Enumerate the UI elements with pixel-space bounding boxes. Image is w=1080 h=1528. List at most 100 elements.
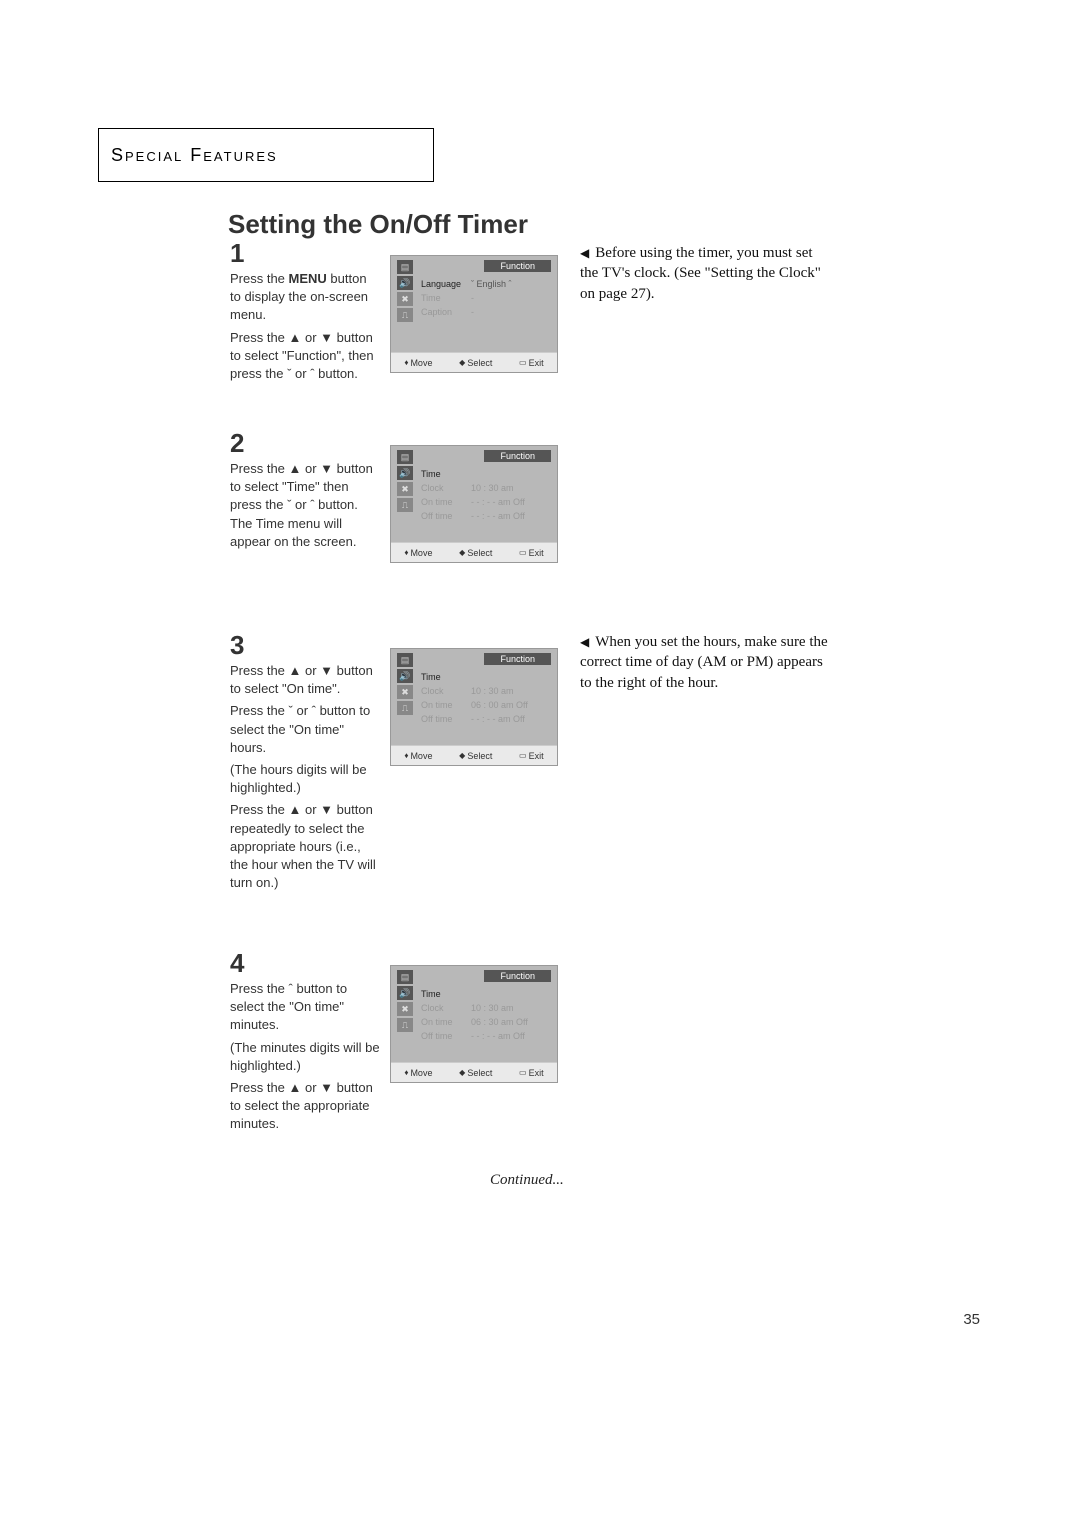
- tv-row-label: Time: [421, 469, 471, 479]
- step-text: Press the ▲ or ▼ button to select "Funct…: [230, 329, 380, 384]
- step-text: Press the ˇ or ˆ button to select the "O…: [230, 702, 380, 757]
- tv-menu-row: Off time- - : - - am Off: [421, 510, 551, 522]
- tv-row-value: 06 : 00 am Off: [471, 700, 551, 710]
- tv-icon: 🔊: [397, 986, 413, 1000]
- tv-icon: 🔊: [397, 276, 413, 290]
- tv-row-value: - - : - - am Off: [471, 511, 551, 521]
- tv-icon: ✖: [397, 482, 413, 496]
- step-text: (The hours digits will be highlighted.): [230, 761, 380, 797]
- tv-icon: ⎍: [397, 498, 413, 512]
- footer-select: ◆ Select: [459, 751, 492, 761]
- page-title: Setting the On/Off Timer: [228, 209, 528, 240]
- tv-row-value: 10 : 30 am: [471, 483, 551, 493]
- tv-menu-row: Clock10 : 30 am: [421, 482, 551, 494]
- tv-row-label: On time: [421, 700, 471, 710]
- step-text: (The minutes digits will be highlighted.…: [230, 1039, 380, 1075]
- step-number: 2: [230, 430, 380, 456]
- page-number: 35: [963, 1311, 980, 1328]
- footer-select: ◆ Select: [459, 1068, 492, 1078]
- tv-icon: ▤: [397, 450, 413, 464]
- tv-row-value: ˇ English ˆ: [471, 279, 551, 289]
- tv-row-value: -: [471, 307, 551, 317]
- tv-row-label: Off time: [421, 511, 471, 521]
- tv-menu-row: Caption-: [421, 306, 551, 318]
- tv-menu-row: Off time- - : - - am Off: [421, 1030, 551, 1042]
- tv-icon-column: ▤ 🔊 ✖ ⎍: [397, 450, 413, 514]
- footer-move: ♦ Move: [404, 1068, 432, 1078]
- footer-select: ◆ Select: [459, 358, 492, 368]
- tv-footer: ♦ Move◆ Select▭ Exit: [391, 542, 557, 562]
- tv-screen: Function▤🔊✖⎍TimeClock10 : 30 amOn time- …: [390, 445, 558, 563]
- tv-icon: 🔊: [397, 669, 413, 683]
- tv-footer: ♦ Move ◆ Select ▭ Exit: [391, 1062, 557, 1082]
- tv-row-value: - - : - - am Off: [471, 714, 551, 724]
- step-text: Press the ▲ or ▼ button to select "Time"…: [230, 460, 380, 551]
- continued-label: Continued...: [490, 1172, 564, 1189]
- tv-icon: ⎍: [397, 701, 413, 715]
- tv-screen: Function▤🔊✖⎍TimeClock10 : 30 amOn time06…: [390, 965, 558, 1083]
- step-text: Press the ▲ or ▼ button to select "On ti…: [230, 662, 380, 698]
- tv-icon-column: ▤🔊✖⎍: [397, 653, 413, 717]
- side-note: Before using the timer, you must set the…: [580, 243, 830, 304]
- tv-row-label: Off time: [421, 714, 471, 724]
- step-number: 4: [230, 950, 380, 976]
- tv-icon: ▤: [397, 260, 413, 274]
- tv-icon: ⎍: [397, 1018, 413, 1032]
- tv-menu-row: On time06 : 00 am Off: [421, 699, 551, 711]
- tv-footer: ♦ Move◆ Select▭ Exit: [391, 352, 557, 372]
- tv-screen: Function▤🔊✖⎍Languageˇ English ˆTime-Capt…: [390, 255, 558, 373]
- step-block: 4 Press the ˆ button to select the "On ti…: [230, 950, 380, 1134]
- tv-row-value: 10 : 30 am: [471, 1003, 551, 1013]
- tv-icon-column: ▤ 🔊 ✖ ⎍: [397, 260, 413, 324]
- tv-row-value: - - : - - am Off: [471, 497, 551, 507]
- footer-move: ♦ Move: [404, 751, 432, 761]
- step-text: Press the MENU button to display the on-…: [230, 270, 380, 325]
- tv-tab-label: Function: [484, 970, 551, 982]
- section-header-box: Special Features: [98, 128, 434, 182]
- tv-row-label: Clock: [421, 1003, 471, 1013]
- tv-row-label: On time: [421, 497, 471, 507]
- tv-tab-label: Function: [484, 260, 551, 272]
- tv-row-label: Caption: [421, 307, 471, 317]
- step-text: Press the ˆ button to select the "On tim…: [230, 980, 380, 1035]
- tv-row-label: On time: [421, 1017, 471, 1027]
- tv-row-value: - - : - - am Off: [471, 1031, 551, 1041]
- tv-menu-row: Time: [421, 468, 551, 480]
- tv-icon: 🔊: [397, 466, 413, 480]
- tv-menu-row: Off time- - : - - am Off: [421, 713, 551, 725]
- step-number: 1: [230, 240, 380, 266]
- tv-footer: ♦ Move ◆ Select ▭ Exit: [391, 745, 557, 765]
- tv-menu-row: On time06 : 30 am Off: [421, 1016, 551, 1028]
- tv-menu-row: Time-: [421, 292, 551, 304]
- step-block: 3 Press the ▲ or ▼ button to select "On t…: [230, 632, 380, 892]
- tv-menu-row: Time: [421, 988, 551, 1000]
- tv-menu-row: Time: [421, 671, 551, 683]
- tv-menu-row: Clock10 : 30 am: [421, 1002, 551, 1014]
- section-header-text: Special Features: [111, 145, 278, 166]
- tv-row-label: Time: [421, 672, 471, 682]
- tv-row-label: Clock: [421, 483, 471, 493]
- tv-icon: ▤: [397, 970, 413, 984]
- tv-row-value: 10 : 30 am: [471, 686, 551, 696]
- footer-move: ♦ Move: [404, 358, 432, 368]
- tv-tab-label: Function: [484, 653, 551, 665]
- tv-menu-row: Clock10 : 30 am: [421, 685, 551, 697]
- footer-move: ♦ Move: [404, 548, 432, 558]
- tv-row-value: -: [471, 293, 551, 303]
- step-block: 2 Press the ▲ or ▼ button to select "Time…: [230, 430, 380, 551]
- tv-menu-row: On time- - : - - am Off: [421, 496, 551, 508]
- tv-row-label: Clock: [421, 686, 471, 696]
- footer-exit: ▭ Exit: [519, 751, 544, 761]
- tv-icon: ▤: [397, 653, 413, 667]
- step-number: 3: [230, 632, 380, 658]
- tv-icon: ✖: [397, 292, 413, 306]
- footer-exit: ▭ Exit: [519, 1068, 544, 1078]
- side-note: When you set the hours, make sure the co…: [580, 632, 830, 693]
- tv-row-label: Time: [421, 989, 471, 999]
- step-text: Press the ▲ or ▼ button repeatedly to se…: [230, 801, 380, 892]
- tv-tab-label: Function: [484, 450, 551, 462]
- tv-icon-column: ▤🔊✖⎍: [397, 970, 413, 1034]
- footer-exit: ▭ Exit: [519, 548, 544, 558]
- step-block: 1 Press the MENU button to display the on…: [230, 240, 380, 383]
- tv-icon: ⎍: [397, 308, 413, 322]
